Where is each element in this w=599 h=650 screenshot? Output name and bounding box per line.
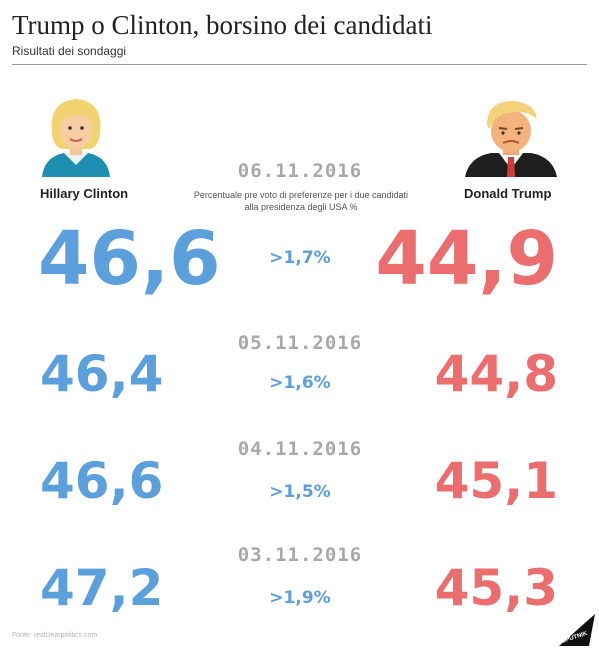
date-label: 06.11.2016	[237, 160, 363, 182]
trump-value: 44,9	[375, 216, 558, 302]
trump-avatar-icon	[465, 101, 557, 177]
difference-value: >1,6%	[269, 373, 331, 393]
page-subtitle: Risultati dei sondaggi	[12, 44, 127, 58]
header-divider	[12, 64, 587, 65]
chart-description: Percentuale pre voto di preferenze per i…	[193, 190, 409, 212]
clinton-value: 46,6	[40, 452, 164, 510]
trump-value: 44,8	[434, 345, 558, 403]
clinton-name: Hillary Clinton	[40, 186, 129, 201]
date-label: 03.11.2016	[237, 544, 363, 566]
clinton-value: 47,2	[40, 559, 164, 617]
clinton-value: 46,6	[38, 216, 221, 302]
trump-value: 45,3	[434, 559, 558, 617]
date-label: 05.11.2016	[237, 332, 363, 354]
date-label: 04.11.2016	[237, 438, 363, 460]
difference-value: >1,9%	[269, 588, 331, 608]
trump-value: 45,1	[434, 452, 558, 510]
clinton-avatar-icon	[42, 99, 110, 177]
clinton-value: 46,4	[40, 345, 164, 403]
page-title: Trump o Clinton, borsino dei candidati	[12, 10, 433, 40]
difference-value: >1,5%	[269, 482, 331, 502]
source-note: Fonte: realclearpolitics.com	[12, 632, 98, 639]
sputnik-logo-icon: SPUTNIK	[559, 614, 595, 646]
difference-value: >1,7%	[269, 248, 331, 268]
trump-name: Donald Trump	[464, 186, 552, 201]
